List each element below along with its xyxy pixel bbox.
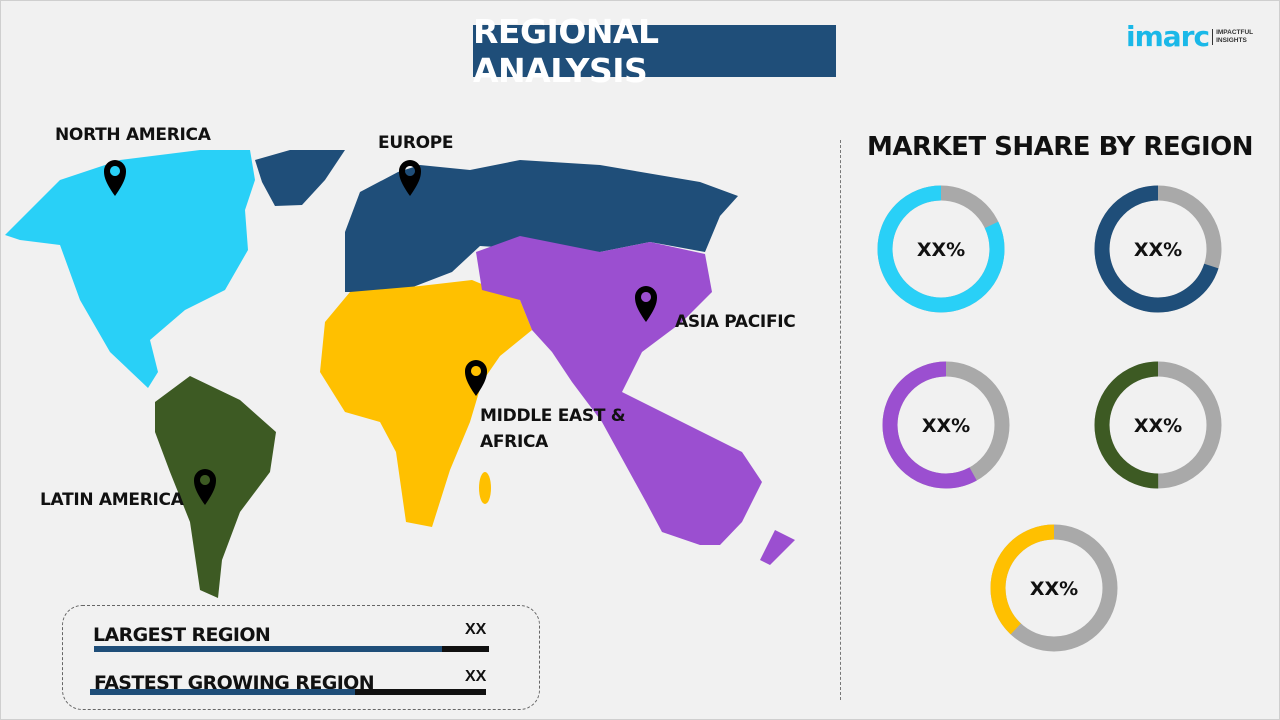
label-mea-line1: MIDDLE EAST & <box>480 406 626 426</box>
region-asia-pacific <box>476 236 762 545</box>
pin-markers <box>104 160 657 505</box>
region-new-zealand <box>760 530 795 565</box>
fastest-region-bar-fill <box>90 689 356 695</box>
label-middle-east-africa: MIDDLE EAST & AFRICA <box>480 403 626 455</box>
donut-label: XX% <box>1134 239 1182 261</box>
largest-region-value: XX <box>465 621 487 638</box>
donut-0: XX% <box>877 185 1005 313</box>
label-europe: EUROPE <box>378 133 454 153</box>
donut-2: XX% <box>882 361 1010 489</box>
donut-label: XX% <box>922 415 970 437</box>
location-pin-icon <box>194 469 216 505</box>
logo-tagline-1: IMPACTFUL <box>1216 28 1254 36</box>
location-pin-icon <box>399 160 421 196</box>
region-europe <box>345 160 738 292</box>
label-asia-pacific: ASIA PACIFIC <box>675 312 796 332</box>
region-middle-east-africa <box>320 280 532 527</box>
donut-arc <box>990 524 1118 652</box>
fastest-region-value: XX <box>465 668 487 685</box>
label-north-america: NORTH AMERICA <box>55 125 211 145</box>
donut-arc <box>882 361 1010 489</box>
donut-label: XX% <box>1030 578 1078 600</box>
fastest-region-label: FASTEST GROWING REGION <box>94 672 375 694</box>
largest-region-label: LARGEST REGION <box>93 624 271 646</box>
location-pin-icon <box>104 160 126 196</box>
market-share-title: MARKET SHARE BY REGION <box>866 132 1254 162</box>
donut-arc <box>1094 185 1222 313</box>
largest-region-bar <box>94 646 489 652</box>
donut-4: XX% <box>990 524 1118 652</box>
region-madagascar <box>479 472 491 504</box>
imarc-logo: imarc IMPACTFUL INSIGHTS <box>1126 20 1253 53</box>
logo-tagline-2: INSIGHTS <box>1216 36 1247 44</box>
label-mea-line2: AFRICA <box>480 432 549 452</box>
summary-box: LARGEST REGION XX FASTEST GROWING REGION… <box>62 605 540 710</box>
world-map <box>5 150 795 598</box>
region-latin-america <box>155 376 276 598</box>
donut-arc <box>1094 361 1222 489</box>
logo-tagline: IMPACTFUL INSIGHTS <box>1212 28 1254 45</box>
location-pin-icon <box>635 286 657 322</box>
region-greenland <box>255 150 345 206</box>
donut-arc <box>877 185 1005 313</box>
largest-region-bar-fill <box>94 646 442 652</box>
label-latin-america: LATIN AMERICA <box>40 490 184 510</box>
fastest-region-bar <box>90 689 486 695</box>
region-north-america <box>5 150 255 388</box>
logo-word: imarc <box>1126 20 1210 53</box>
location-pin-icon <box>465 360 487 396</box>
section-divider <box>840 140 841 700</box>
donut-1: XX% <box>1094 185 1222 313</box>
donut-label: XX% <box>917 239 965 261</box>
donut-3: XX% <box>1094 361 1222 489</box>
donut-label: XX% <box>1134 415 1182 437</box>
